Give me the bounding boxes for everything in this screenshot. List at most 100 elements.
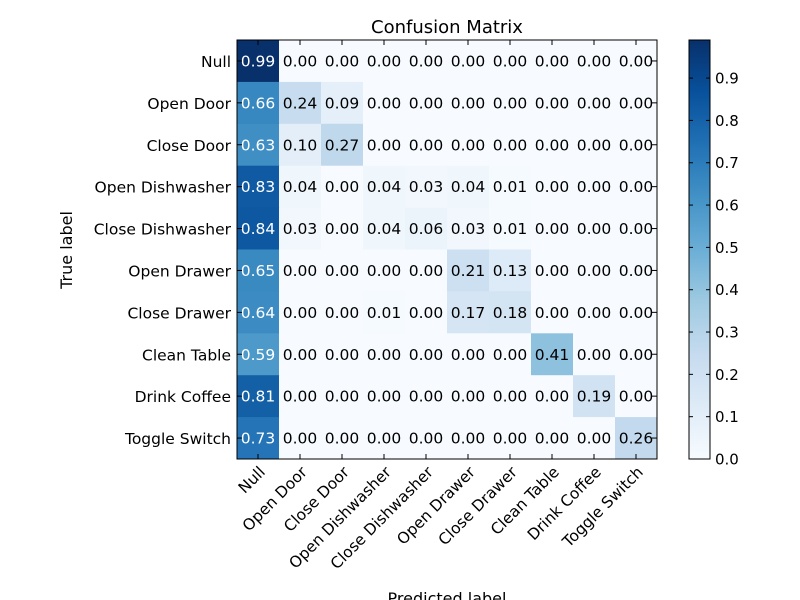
cell-value-label: 0.04 [283,178,318,196]
heatmap-cells [237,40,658,460]
cell-value-label: 0.04 [367,220,402,238]
heatmap-cell [531,375,574,418]
cell-value-label: 0.00 [535,52,570,70]
heatmap-cell [279,81,322,125]
cell-value-label: 0.00 [325,346,360,364]
heatmap-cell [447,375,490,418]
cell-value-label: 0.00 [283,262,318,280]
cell-value-label: 0.00 [409,346,444,364]
heatmap-cell [279,165,322,209]
cell-value-label: 0.01 [493,178,528,196]
heatmap-cell [363,249,406,292]
cell-value-label: 0.26 [619,430,654,448]
cell-value-label: 0.63 [241,136,276,154]
heatmap-cell [321,81,364,125]
heatmap-cell [615,81,658,125]
y-tick-label: Close Door [147,137,232,155]
cell-value-label: 0.00 [577,220,612,238]
heatmap-frame [236,39,658,460]
cell-value-label: 0.00 [493,430,528,448]
heatmap-cell [321,375,364,418]
cell-value-label: 0.03 [283,220,318,238]
chart-title: Confusion Matrix [371,17,523,38]
cell-value-label: 0.00 [535,94,570,112]
heatmap-cell [279,417,322,460]
heatmap-cell [321,165,364,209]
heatmap-cell [405,165,448,209]
cell-value-label: 0.00 [367,388,402,406]
heatmap-cell [237,249,280,292]
heatmap-cell [405,375,448,418]
heatmap-cell [237,333,280,376]
cell-value-label: 0.00 [409,262,444,280]
cell-value-label: 0.17 [451,304,486,322]
heatmap-cell [237,375,280,418]
cell-value-label: 0.41 [535,346,570,364]
cell-value-label: 0.00 [493,388,528,406]
cell-value-label: 0.00 [451,136,486,154]
cell-value-label: 0.00 [535,388,570,406]
cell-value-label: 0.84 [241,220,276,238]
cell-value-label: 0.00 [451,388,486,406]
heatmap-cell [237,81,280,125]
cell-value-label: 0.00 [409,304,444,322]
cell-value-label: 0.73 [241,430,276,448]
cell-value-label: 0.00 [577,178,612,196]
heatmap-cell [405,417,448,460]
heatmap-cell [447,165,490,209]
heatmap-cell [573,81,616,125]
colorbar [688,39,711,460]
y-axis-ticks: Null Open Door Close Door Open Dishwasher Cl… [94,53,657,448]
heatmap-cell [489,165,532,209]
cell-value-label: 0.66 [241,94,276,112]
heatmap-cell [489,123,532,167]
heatmap-cell [237,40,280,83]
heatmap-cell [447,123,490,167]
cell-value-label: 0.19 [577,388,612,406]
heatmap-cell [363,291,406,334]
cell-value-label: 0.00 [325,388,360,406]
heatmap-cell [405,207,448,250]
cell-value-label: 0.00 [619,52,654,70]
cell-value-label: 0.00 [577,52,612,70]
heatmap-cell [573,291,616,334]
cell-value-label: 0.00 [409,136,444,154]
colorbar-tick-label: 0.4 [715,281,739,299]
cell-value-label: 0.00 [325,262,360,280]
heatmap-cell [279,375,322,418]
heatmap-cell [615,291,658,334]
heatmap-cell [237,291,280,334]
heatmap-cell [363,333,406,376]
cell-value-label: 0.01 [367,304,402,322]
cell-value-label: 0.24 [283,94,318,112]
cell-value-label: 0.06 [409,220,444,238]
heatmap-cell [573,375,616,418]
cell-value-label: 0.00 [535,136,570,154]
cell-value-label: 0.00 [619,94,654,112]
cell-value-label: 0.00 [451,430,486,448]
y-axis-label: True label [57,211,76,290]
cell-value-label: 0.00 [535,430,570,448]
heatmap-cell [531,81,574,125]
heatmap-cell [321,123,364,167]
heatmap-cell [363,40,406,83]
heatmap-cell [279,40,322,83]
cell-value-label: 0.01 [493,220,528,238]
cell-value-label: 0.00 [367,136,402,154]
cell-value-label: 0.00 [493,346,528,364]
heatmap-cell [405,249,448,292]
heatmap-cell [573,417,616,460]
heatmap-cell [363,417,406,460]
x-tick-label: Null [235,463,269,497]
cell-value-label: 0.13 [493,262,528,280]
cell-value-label: 0.00 [619,136,654,154]
heatmap-cell [405,291,448,334]
cell-value-label: 0.65 [241,262,276,280]
cell-value-label: 0.00 [577,346,612,364]
heatmap-cell [363,165,406,209]
colorbar-tick-label: 0.9 [715,70,739,88]
colorbar-tick-label: 0.5 [715,239,739,257]
heatmap-cell [573,333,616,376]
x-axis-label: Predicted label [388,589,507,600]
